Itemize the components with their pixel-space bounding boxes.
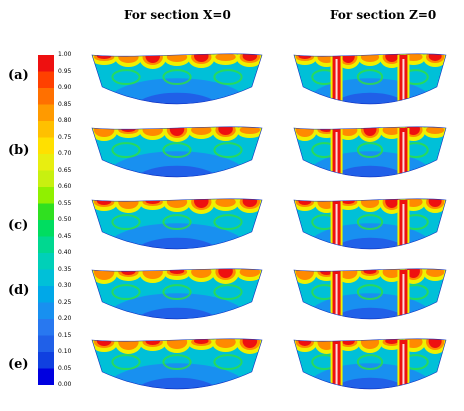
colorbar-segment [38, 137, 54, 155]
colorbar-tick-label: 0.05 [58, 364, 72, 372]
colorbar-segment [38, 319, 54, 336]
colorbar-tick-label: 0.00 [58, 381, 72, 388]
colorbar-segment [38, 220, 54, 237]
colorbar-segment [38, 352, 54, 369]
colorbar-tick-label: 1.00 [58, 51, 72, 58]
panel-row1-z [293, 53, 447, 105]
colorbar-tick-label: 0.60 [58, 183, 72, 190]
colorbar-tick-label: 0.90 [58, 84, 72, 91]
colorbar-tick-label: 0.50 [58, 216, 72, 223]
colorbar-segment [38, 335, 54, 353]
row-label-a: (a) [8, 68, 29, 83]
panel-row3-x [91, 198, 263, 250]
panel-row2-z [293, 126, 447, 178]
panel-row3-z [293, 198, 447, 250]
panel-row4-z [293, 268, 447, 320]
colorbar-segment [38, 55, 54, 72]
colorbar-tick-label: 0.65 [58, 166, 72, 174]
title-section-z: For section Z=0 [330, 8, 437, 22]
colorbar-segment [38, 154, 54, 171]
colorbar-segment [38, 121, 54, 138]
colorbar-tick-label: 0.70 [58, 150, 72, 157]
panel-row5-z [293, 338, 447, 390]
colorbar-segment [38, 88, 54, 105]
colorbar-tick-label: 0.55 [58, 199, 72, 207]
colorbar-tick-label: 0.30 [58, 282, 72, 289]
colorbar-segment [38, 368, 54, 385]
row-label-e: (e) [8, 357, 29, 372]
colorbar-segment [38, 286, 54, 303]
colorbar-segment [38, 104, 54, 122]
colorbar-tick-label: 0.20 [58, 315, 72, 322]
row-label-b: (b) [8, 143, 30, 158]
colorbar-tick-label: 0.25 [58, 298, 72, 306]
colorbar-tick-label: 0.95 [58, 67, 72, 75]
panel-row1-x [91, 53, 263, 105]
row-label-c: (c) [8, 218, 29, 233]
colorbar-segment [38, 302, 54, 320]
colorbar-segment [38, 187, 54, 204]
colorbar-segment [38, 269, 54, 287]
colorbar-tick-label: 0.75 [58, 133, 72, 141]
panel-row2-x [91, 126, 263, 178]
colorbar-segment [38, 236, 54, 254]
colorbar-tick-label: 0.15 [58, 331, 72, 339]
colorbar [38, 55, 54, 385]
colorbar-tick-label: 0.35 [58, 265, 72, 273]
colorbar-segment [38, 203, 54, 221]
colorbar-tick-label: 0.80 [58, 117, 72, 124]
row-label-d: (d) [8, 283, 30, 298]
colorbar-segment [38, 253, 54, 270]
title-section-x: For section X=0 [124, 8, 231, 22]
colorbar-segment [38, 71, 54, 89]
panel-row4-x [91, 268, 263, 320]
colorbar-tick-label: 0.40 [58, 249, 72, 256]
colorbar-tick-label: 0.10 [58, 348, 72, 355]
colorbar-segment [38, 170, 54, 188]
panel-row5-x [91, 338, 263, 390]
colorbar-tick-label: 0.85 [58, 100, 72, 108]
colorbar-tick-label: 0.45 [58, 232, 72, 240]
